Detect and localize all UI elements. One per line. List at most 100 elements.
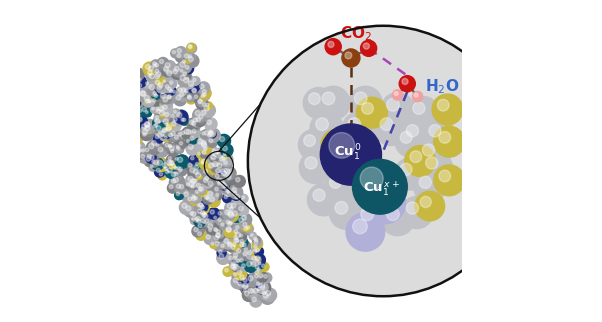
Circle shape: [205, 189, 219, 202]
Circle shape: [251, 286, 264, 299]
Circle shape: [165, 85, 169, 88]
Circle shape: [171, 175, 185, 189]
Circle shape: [362, 102, 373, 114]
Circle shape: [201, 212, 214, 224]
Circle shape: [414, 93, 418, 97]
Circle shape: [116, 86, 126, 97]
Circle shape: [155, 106, 163, 115]
Circle shape: [399, 76, 415, 92]
Circle shape: [154, 160, 158, 165]
Circle shape: [182, 118, 186, 121]
Circle shape: [215, 241, 220, 246]
Circle shape: [154, 70, 167, 83]
Circle shape: [197, 82, 209, 94]
Circle shape: [237, 280, 246, 289]
Circle shape: [143, 62, 156, 75]
Circle shape: [205, 176, 209, 181]
Circle shape: [253, 237, 262, 246]
Circle shape: [216, 233, 220, 237]
Circle shape: [253, 288, 258, 293]
Circle shape: [240, 239, 244, 243]
Circle shape: [178, 167, 182, 171]
Circle shape: [241, 284, 244, 287]
Circle shape: [189, 210, 202, 222]
Circle shape: [322, 92, 335, 105]
Circle shape: [177, 167, 180, 170]
Circle shape: [143, 98, 153, 107]
Circle shape: [170, 161, 173, 165]
Circle shape: [133, 99, 137, 103]
Circle shape: [144, 80, 152, 88]
Circle shape: [197, 151, 203, 158]
Circle shape: [130, 121, 140, 132]
Circle shape: [171, 49, 179, 58]
Circle shape: [199, 138, 212, 152]
Circle shape: [175, 182, 185, 193]
Circle shape: [172, 116, 182, 126]
Circle shape: [155, 124, 158, 127]
Circle shape: [138, 109, 141, 112]
Circle shape: [345, 52, 352, 59]
Circle shape: [193, 89, 196, 93]
Circle shape: [328, 41, 334, 48]
Circle shape: [180, 62, 185, 67]
Circle shape: [406, 202, 418, 214]
Circle shape: [188, 57, 193, 62]
Circle shape: [250, 233, 253, 236]
Circle shape: [238, 273, 249, 285]
Circle shape: [186, 195, 196, 205]
Circle shape: [173, 118, 177, 121]
Circle shape: [178, 88, 182, 92]
Circle shape: [234, 230, 238, 233]
Circle shape: [191, 212, 196, 216]
Circle shape: [235, 239, 239, 242]
Circle shape: [137, 108, 146, 117]
Circle shape: [176, 146, 179, 148]
Circle shape: [235, 194, 240, 199]
Text: Cu$_1^{\,0}$: Cu$_1^{\,0}$: [334, 143, 362, 163]
Circle shape: [326, 135, 338, 147]
Circle shape: [142, 124, 146, 129]
Circle shape: [156, 80, 169, 93]
Circle shape: [152, 123, 161, 132]
Circle shape: [167, 95, 171, 99]
Circle shape: [241, 264, 245, 267]
Circle shape: [176, 95, 181, 100]
Circle shape: [215, 174, 219, 178]
Circle shape: [216, 217, 225, 225]
Circle shape: [169, 145, 172, 148]
Circle shape: [241, 276, 252, 287]
Circle shape: [204, 195, 208, 199]
Circle shape: [310, 112, 344, 146]
Circle shape: [188, 176, 193, 181]
Circle shape: [166, 94, 175, 103]
Circle shape: [134, 116, 137, 119]
Circle shape: [199, 115, 203, 119]
Circle shape: [181, 118, 184, 121]
Circle shape: [229, 243, 240, 254]
Circle shape: [155, 80, 160, 85]
Circle shape: [173, 90, 176, 93]
Circle shape: [234, 278, 238, 283]
Circle shape: [222, 183, 235, 196]
Circle shape: [400, 163, 412, 175]
Circle shape: [238, 238, 248, 247]
Circle shape: [238, 282, 241, 285]
Circle shape: [107, 104, 114, 111]
Circle shape: [131, 98, 141, 107]
Circle shape: [129, 98, 132, 101]
Circle shape: [200, 88, 211, 99]
Circle shape: [161, 64, 174, 77]
Circle shape: [202, 132, 205, 135]
Circle shape: [175, 52, 185, 62]
Circle shape: [231, 203, 236, 208]
Circle shape: [197, 204, 200, 207]
Circle shape: [258, 262, 261, 265]
Circle shape: [173, 69, 178, 74]
Circle shape: [196, 216, 200, 221]
Circle shape: [410, 151, 421, 163]
Circle shape: [163, 163, 167, 168]
Circle shape: [150, 159, 159, 167]
Circle shape: [169, 129, 181, 141]
Circle shape: [177, 166, 187, 176]
